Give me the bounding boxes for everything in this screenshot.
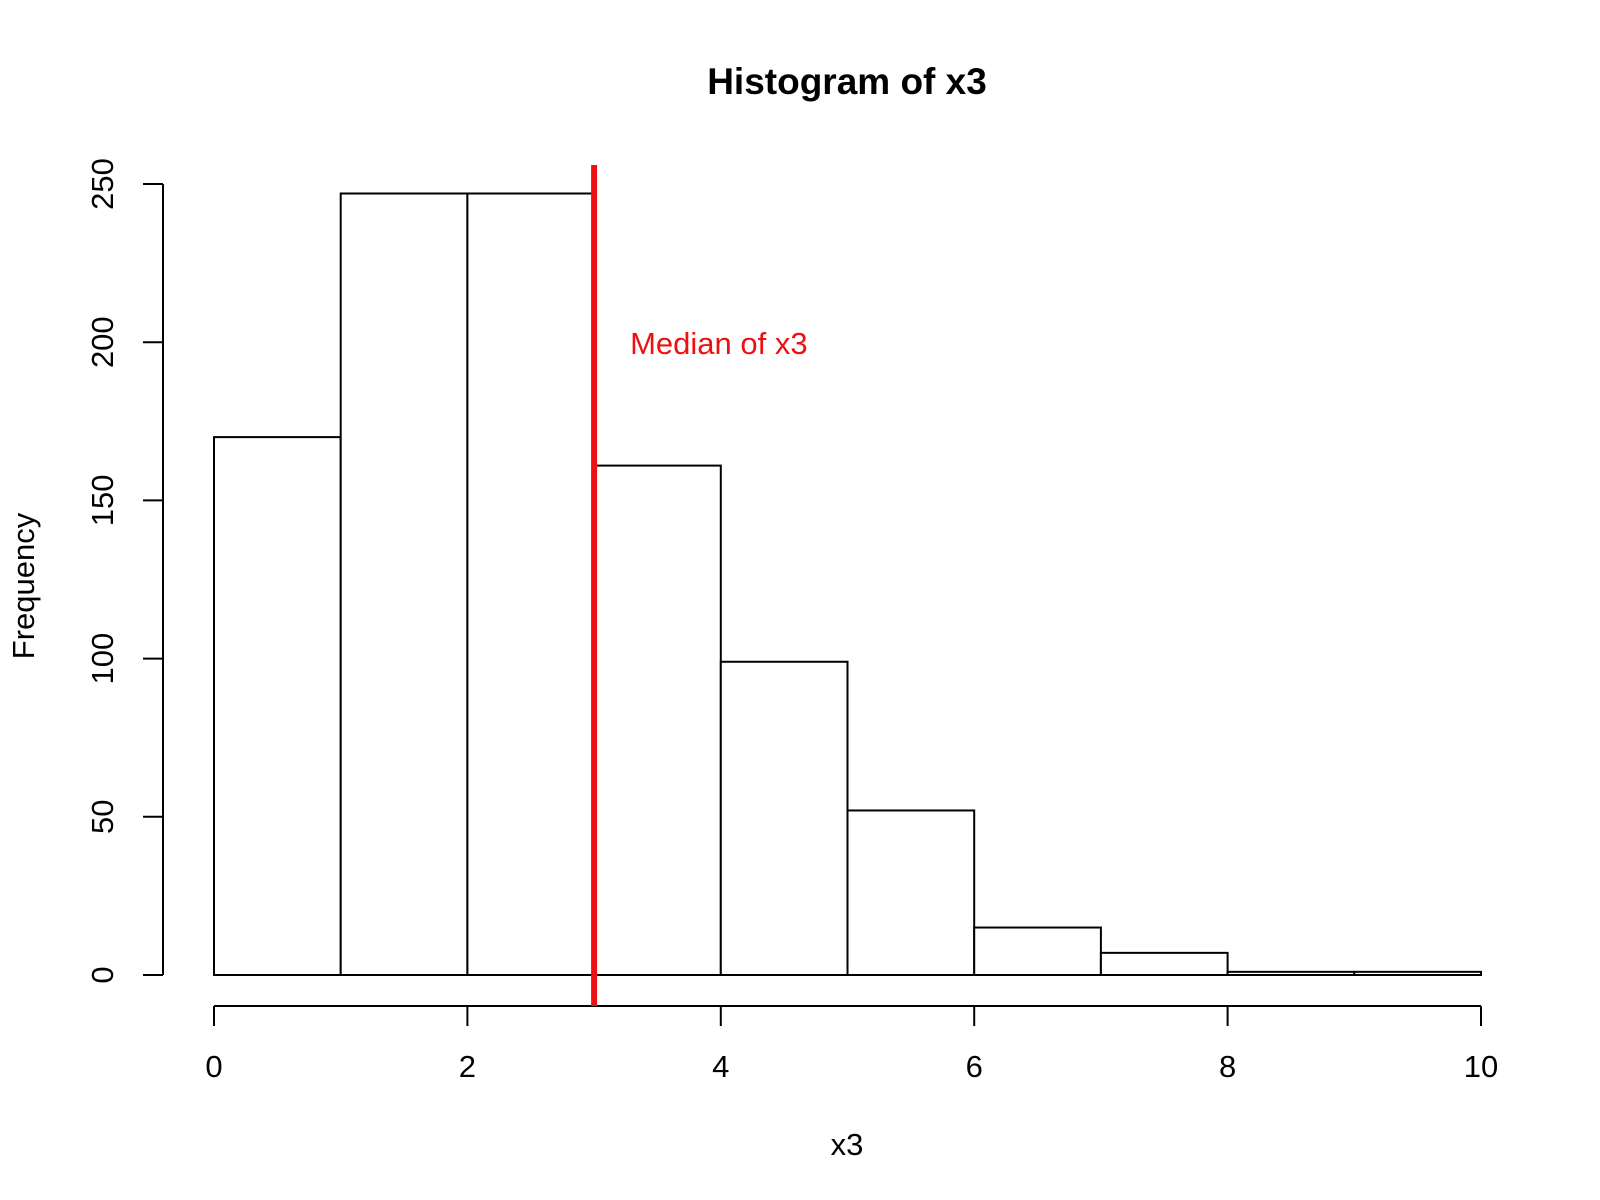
bar — [1099, 951, 1229, 976]
bar — [973, 926, 1102, 976]
median-label: Median of x3 — [630, 326, 808, 361]
y-tick-label: 50 — [85, 800, 120, 834]
x-tick-label: 6 — [966, 1049, 983, 1084]
bar — [593, 464, 722, 976]
bar — [466, 192, 596, 976]
y-tick-label: 0 — [85, 966, 120, 983]
y-tick-label: 250 — [85, 158, 120, 210]
bar — [846, 809, 976, 976]
y-tick-label: 150 — [85, 475, 120, 527]
bar — [339, 192, 469, 976]
x-tick-label: 4 — [712, 1049, 729, 1084]
bar — [1226, 970, 1356, 976]
x-tick-label: 10 — [1464, 1049, 1498, 1084]
y-tick-label: 100 — [85, 633, 120, 685]
x-axis-label: x3 — [831, 1127, 864, 1162]
x-tick-label: 8 — [1219, 1049, 1236, 1084]
bar — [1353, 970, 1483, 976]
chart-title: Histogram of x3 — [707, 61, 987, 102]
x-tick-label: 2 — [459, 1049, 476, 1084]
bar — [719, 660, 849, 976]
y-tick-label: 200 — [85, 316, 120, 368]
bar — [213, 436, 342, 976]
y-axis-label: Frequency — [6, 512, 41, 659]
x-tick-label: 0 — [205, 1049, 222, 1084]
